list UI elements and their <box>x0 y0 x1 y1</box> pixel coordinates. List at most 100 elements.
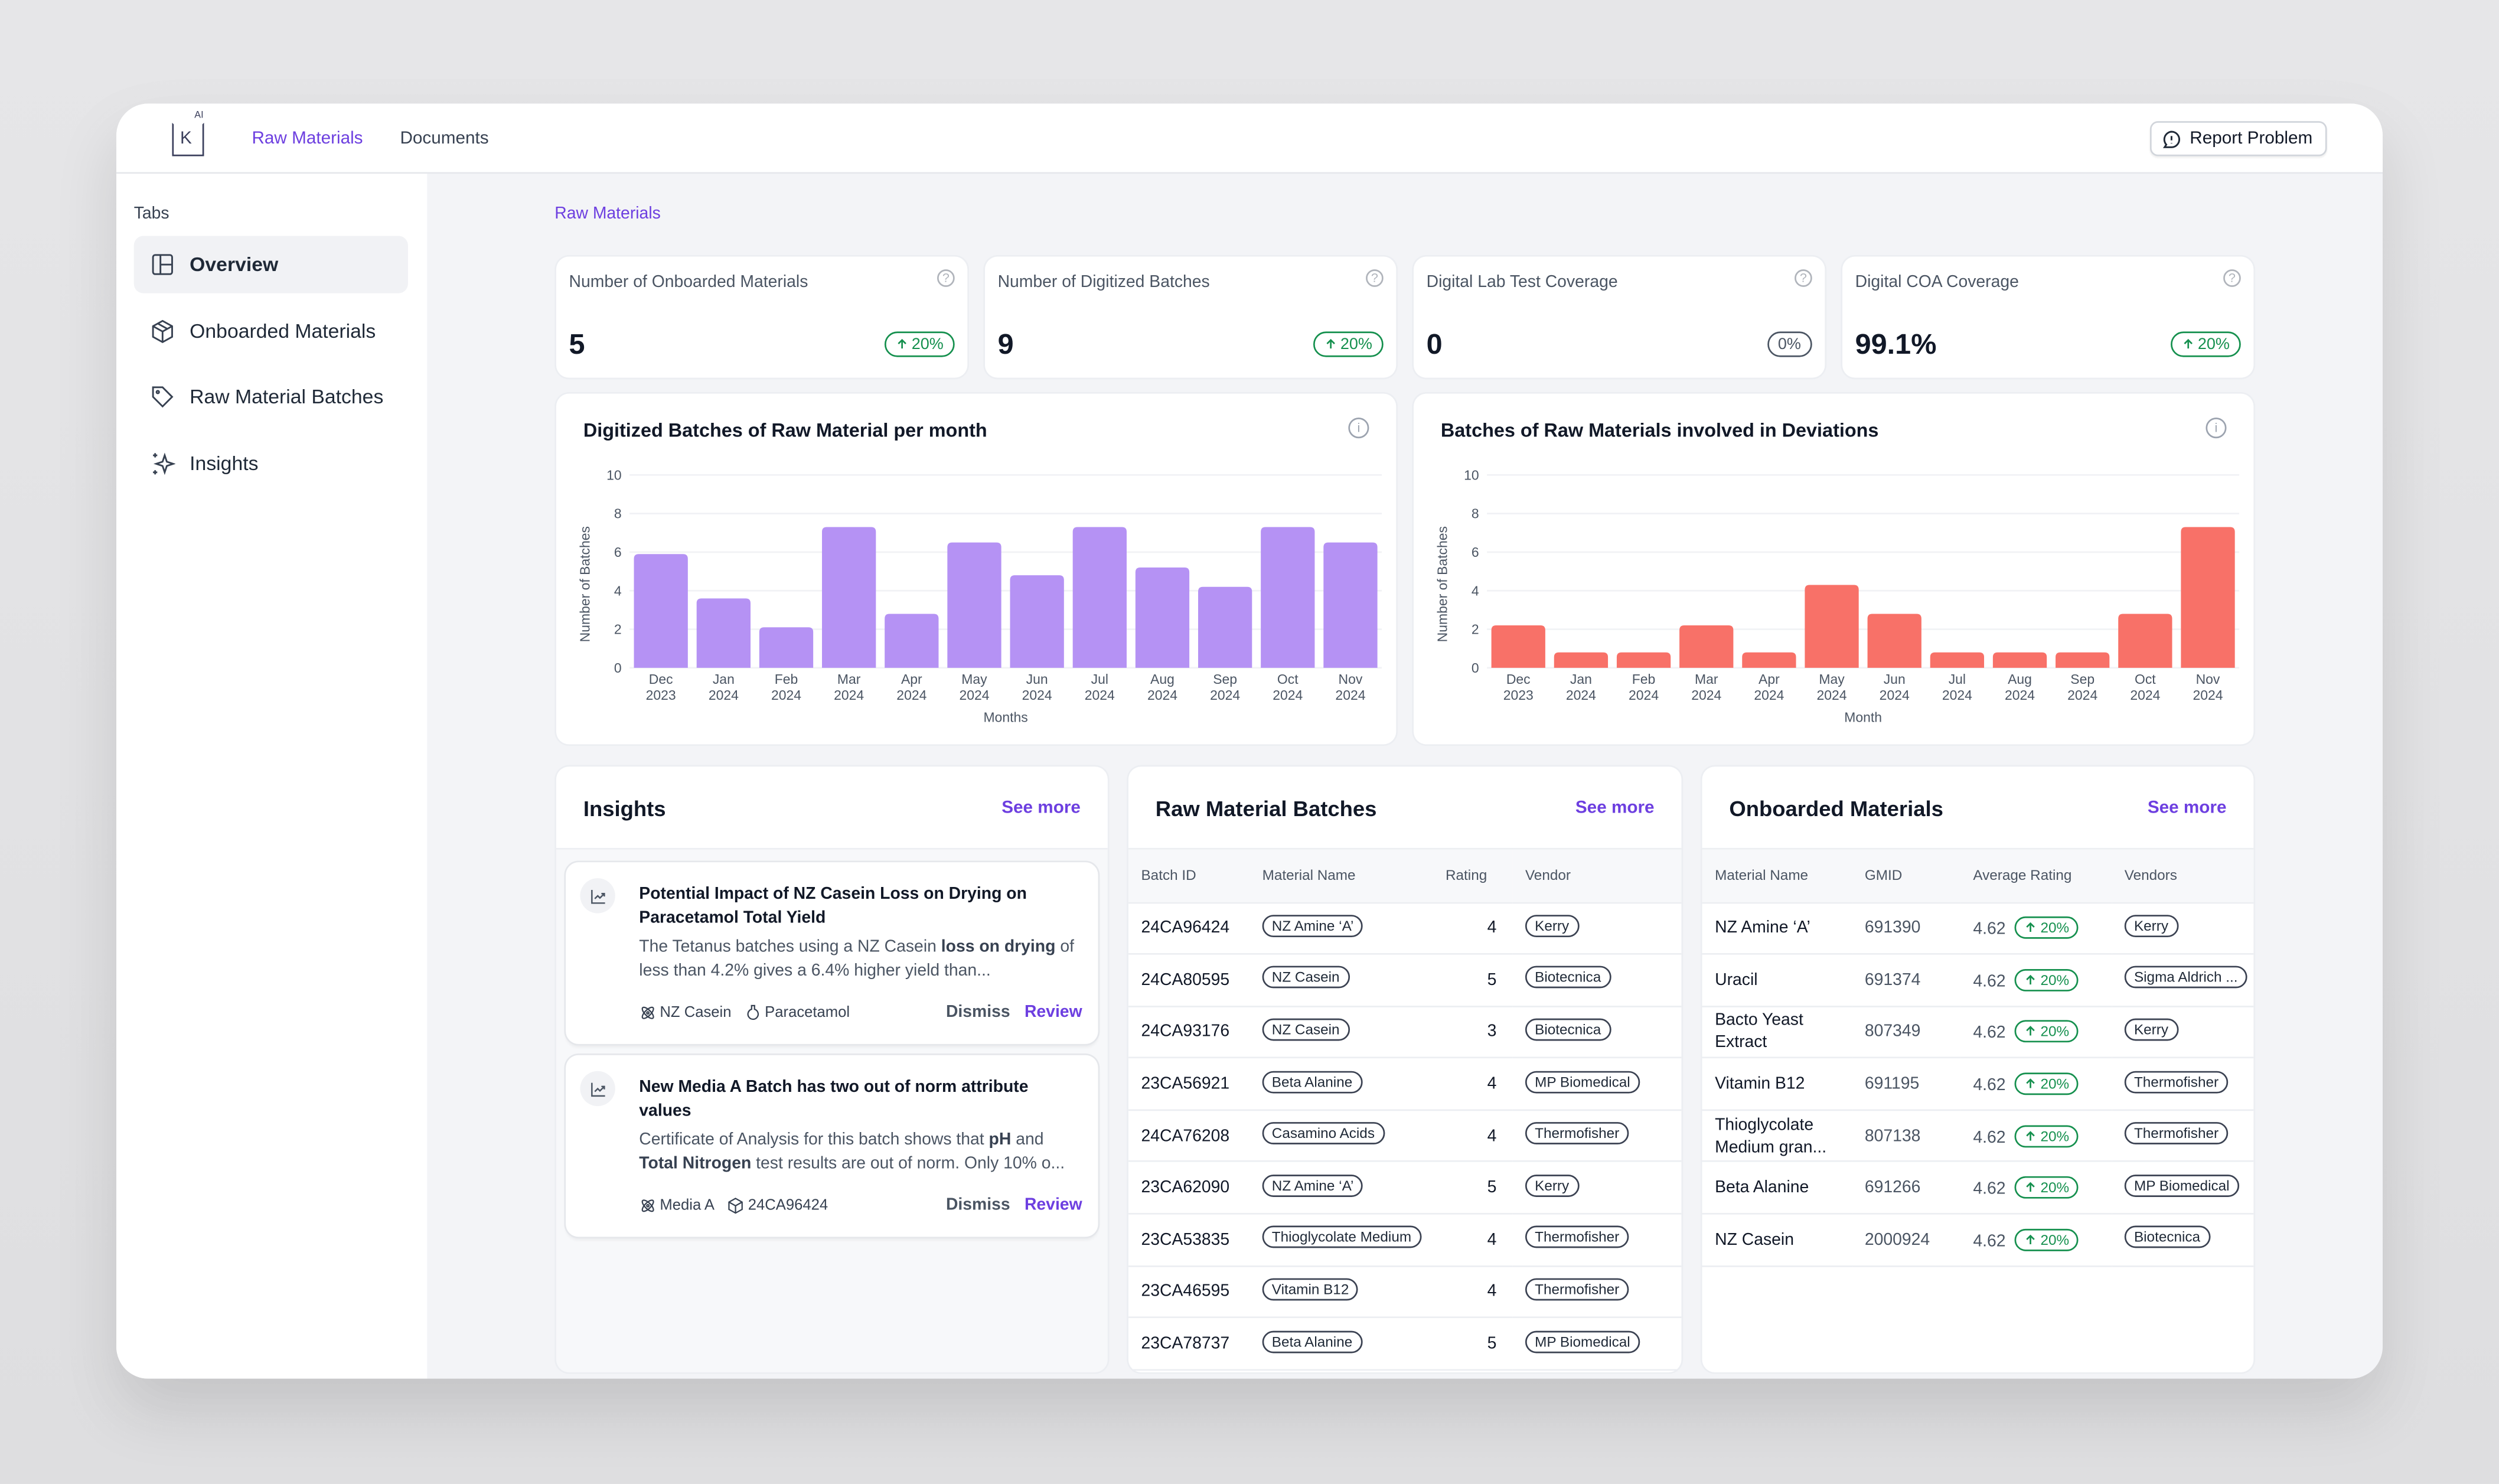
bar[interactable] <box>885 614 939 668</box>
vendor-pill[interactable]: Thermofisher <box>2124 1122 2229 1145</box>
help-icon[interactable]: ? <box>1795 269 1812 287</box>
help-icon[interactable]: ? <box>1366 269 1384 287</box>
bar[interactable] <box>1805 585 1859 668</box>
column-header[interactable]: Average Rating <box>1960 849 2112 903</box>
see-more-link[interactable]: See more <box>2147 798 2227 818</box>
vendor-pill[interactable]: Thermofisher <box>2124 1070 2229 1093</box>
bar[interactable] <box>1323 542 1378 668</box>
bar[interactable] <box>1261 527 1315 668</box>
bar[interactable] <box>1930 652 1985 668</box>
help-icon[interactable]: ? <box>937 269 955 287</box>
vendor-pill[interactable]: MP Biomedical <box>2124 1174 2239 1197</box>
column-header[interactable]: Rating <box>1433 849 1513 903</box>
column-header[interactable]: Material Name <box>1250 849 1433 903</box>
table-row[interactable]: 24CA80595 NZ Casein 5 Biotecnica <box>1128 954 1682 1007</box>
bar[interactable] <box>1198 586 1252 668</box>
bar[interactable] <box>2118 614 2172 668</box>
table-row[interactable]: NZ Casein 2000924 4.62 20% Biotecnica <box>1702 1214 2254 1267</box>
help-icon[interactable]: ? <box>2223 269 2241 287</box>
table-row[interactable]: Uracil 691374 4.62 20% Sigma Aldrich ... <box>1702 954 2254 1007</box>
vendor-pill[interactable]: Thermofisher <box>1525 1226 1629 1249</box>
insight-tag[interactable]: Media A <box>639 1197 715 1215</box>
column-header[interactable]: Material Name <box>1702 849 1852 903</box>
sidebar-item-raw-material-batches[interactable]: Raw Material Batches <box>134 368 408 425</box>
vendor-pill[interactable]: MP Biomedical <box>1525 1330 1640 1353</box>
bar[interactable] <box>1135 567 1190 668</box>
column-header[interactable]: Vendor <box>1512 849 1682 903</box>
material-pill[interactable]: NZ Casein <box>1262 966 1349 989</box>
table-row[interactable]: 24CA96424 NZ Amine ‘A’ 4 Kerry <box>1128 902 1682 955</box>
bar[interactable] <box>1010 575 1064 668</box>
table-row[interactable]: Thioglycolate Medium gran... 807138 4.62 2… <box>1702 1110 2254 1163</box>
table-row[interactable]: 23CA78737 Beta Alanine 5 MP Biomedical <box>1128 1317 1682 1371</box>
table-row[interactable]: 24CA93176 NZ Casein 3 Biotecnica <box>1128 1006 1682 1059</box>
vendor-pill[interactable]: Biotecnica <box>2124 1226 2210 1249</box>
vendor-pill[interactable]: Kerry <box>1525 1174 1579 1197</box>
insight-tag[interactable]: 24CA96424 <box>727 1197 828 1215</box>
info-icon[interactable]: i <box>2206 418 2227 439</box>
table-row[interactable]: Bacto Yeast Extract 807349 4.62 20% Kerry <box>1702 1006 2254 1059</box>
material-pill[interactable]: NZ Amine ‘A’ <box>1262 1174 1363 1197</box>
table-row[interactable]: Beta Alanine 691266 4.62 20% MP Biomedical <box>1702 1162 2254 1215</box>
bar[interactable] <box>759 627 814 668</box>
vendor-pill[interactable]: MP Biomedical <box>1525 1070 1640 1093</box>
material-pill[interactable]: NZ Casein <box>1262 1018 1349 1041</box>
bar[interactable] <box>822 527 876 668</box>
breadcrumb[interactable]: Raw Materials <box>554 204 661 223</box>
table-row[interactable]: 24CA76208 Casamino Acids 4 Thermofisher <box>1128 1110 1682 1163</box>
insight-card[interactable]: New Media A Batch has two out of norm at… <box>566 1055 1098 1237</box>
material-pill[interactable]: Beta Alanine <box>1262 1070 1362 1093</box>
bar[interactable] <box>1554 652 1609 668</box>
insight-tag[interactable]: NZ Casein <box>639 1004 732 1022</box>
vendor-pill[interactable]: Thermofisher <box>1525 1122 1629 1145</box>
table-row[interactable]: 23CA62090 NZ Amine ‘A’ 5 Kerry <box>1128 1162 1682 1215</box>
bar[interactable] <box>634 554 688 668</box>
insight-tag[interactable]: Paracetamol <box>744 1004 850 1022</box>
dismiss-button[interactable]: Dismiss <box>945 1002 1010 1022</box>
insight-card[interactable]: Potential Impact of NZ Casein Loss on Dr… <box>566 862 1098 1044</box>
table-row[interactable]: 23CA53835 Thioglycolate Medium 4 Thermofish… <box>1128 1214 1682 1267</box>
bar[interactable] <box>1867 614 1921 668</box>
bar[interactable] <box>1742 652 1796 668</box>
column-header[interactable]: Batch ID <box>1128 849 1250 903</box>
sidebar-item-onboarded-materials[interactable]: Onboarded Materials <box>134 303 408 360</box>
report-problem-button[interactable]: Report Problem <box>2149 121 2327 156</box>
vendor-pill[interactable]: Thermofisher <box>1525 1278 1629 1301</box>
material-pill[interactable]: Thioglycolate Medium <box>1262 1226 1421 1249</box>
table-row[interactable]: NZ Amine ‘A’ 691390 4.62 20% Kerry <box>1702 902 2254 955</box>
vendor-pill[interactable]: Biotecnica <box>1525 966 1611 989</box>
bar[interactable] <box>1616 652 1671 668</box>
bar[interactable] <box>1072 527 1127 668</box>
bar[interactable] <box>1992 652 2047 668</box>
column-header[interactable]: GMID <box>1852 849 1960 903</box>
sidebar-item-overview[interactable]: Overview <box>133 236 408 293</box>
bar[interactable] <box>1679 625 1734 668</box>
vendor-pill[interactable]: Kerry <box>1525 914 1579 937</box>
bar[interactable] <box>2181 527 2235 668</box>
vendor-pill[interactable]: Kerry <box>2124 1018 2178 1041</box>
material-pill[interactable]: Casamino Acids <box>1262 1122 1385 1145</box>
material-pill[interactable]: Vitamin B12 <box>1262 1278 1359 1301</box>
vendor-pill[interactable]: Sigma Aldrich ... <box>2124 966 2247 989</box>
sidebar-item-insights[interactable]: Insights <box>134 435 408 493</box>
bar[interactable] <box>1491 625 1545 668</box>
dismiss-button[interactable]: Dismiss <box>945 1195 1010 1215</box>
table-row[interactable]: Vitamin B12 691195 4.62 20% Thermofisher <box>1702 1058 2254 1111</box>
vendor-pill[interactable]: Biotecnica <box>1525 1018 1611 1041</box>
material-pill[interactable]: NZ Amine ‘A’ <box>1262 914 1363 937</box>
vendor-pill[interactable]: Kerry <box>2124 914 2178 937</box>
material-pill[interactable]: Beta Alanine <box>1262 1330 1362 1353</box>
bar[interactable] <box>2056 652 2110 668</box>
info-icon[interactable]: i <box>1348 418 1369 439</box>
nav-documents[interactable]: Documents <box>400 129 489 149</box>
review-button[interactable]: Review <box>1024 1195 1082 1215</box>
table-row[interactable]: 23CA56921 Beta Alanine 4 MP Biomedical <box>1128 1058 1682 1111</box>
bar[interactable] <box>696 598 751 668</box>
nav-raw-materials[interactable]: Raw Materials <box>252 129 363 149</box>
see-more-link[interactable]: See more <box>1575 798 1655 818</box>
review-button[interactable]: Review <box>1024 1002 1082 1022</box>
bar[interactable] <box>947 542 1001 668</box>
column-header[interactable]: Vendors <box>2112 849 2254 903</box>
table-row[interactable]: 23CA46595 Vitamin B12 4 Thermofisher <box>1128 1266 1682 1319</box>
logo[interactable]: K AI <box>172 111 204 156</box>
